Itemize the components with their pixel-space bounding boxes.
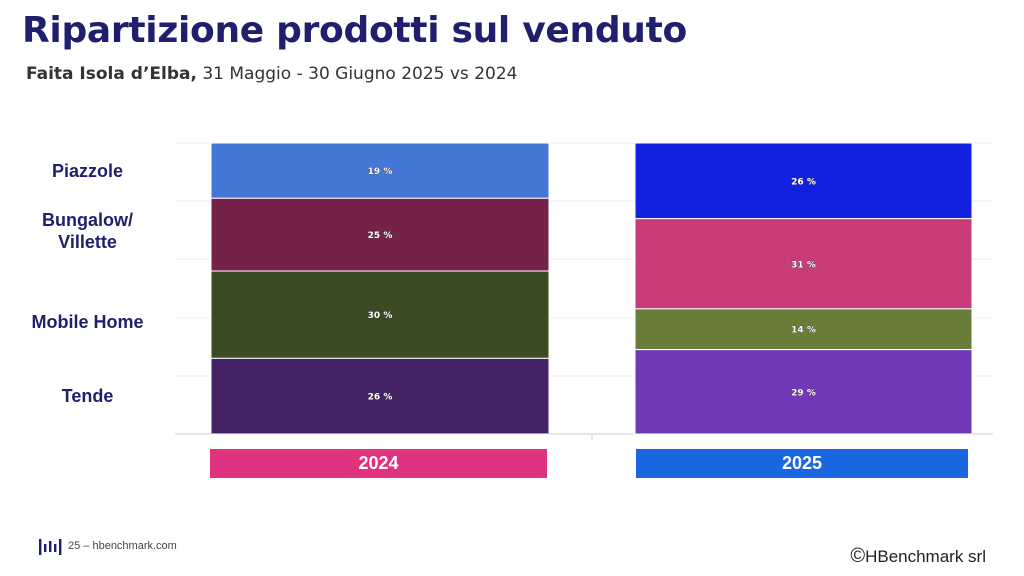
value-label: 31 % [791,260,816,270]
year-label-2024: 2024 [210,449,547,478]
year-label-2025: 2025 [636,449,968,478]
value-label: 19 % [368,167,393,177]
subtitle-venue: Faita Isola d’Elba, [26,64,197,84]
copyright-text: HBenchmark srl [865,547,986,566]
value-label: 30 % [368,311,393,321]
row-label-bungalow: Bungalow/ Villette [42,210,133,252]
subtitle-period: 31 Maggio - 30 Giugno 2025 vs 2024 [196,64,518,84]
row-label-piazzole: Piazzole [51,161,124,181]
bar-segment-2024-piazzole [210,142,550,199]
row-label-mobile-home: Mobile Home [31,312,144,332]
copyright: ©HBenchmark srl [850,545,986,568]
row-label-tende: Tende [61,386,114,406]
page-subtitle: Faita Isola d’Elba, 31 Maggio - 30 Giugn… [26,64,517,84]
value-label: 26 % [368,393,393,403]
bar-segment-2025-piazzole [634,142,973,220]
value-label: 14 % [791,326,816,336]
footer-page-text: 25 – hbenchmark.com [68,540,177,552]
value-label: 25 % [368,231,393,241]
copyright-icon: © [850,545,866,567]
value-label: 26 % [791,177,816,187]
hbenchmark-logo-icon [39,539,62,555]
page-title: Ripartizione prodotti sul venduto [22,10,687,51]
bar-segment-2025-mobile-home [634,308,973,351]
bar-segment-2025-tende [634,349,973,435]
bar-segment-2024-mobile-home [210,270,550,359]
bar-segment-2024-tende [210,357,550,435]
bar-segment-2025-bungalow-villette [634,218,973,310]
value-label: 29 % [791,388,816,398]
